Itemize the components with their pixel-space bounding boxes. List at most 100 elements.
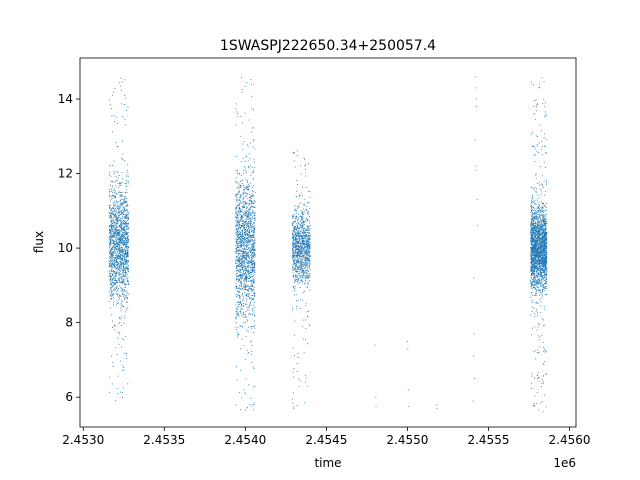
data-point bbox=[532, 248, 533, 250]
data-point bbox=[240, 264, 242, 266]
data-point bbox=[298, 265, 300, 267]
data-point bbox=[113, 233, 115, 235]
data-point bbox=[126, 294, 128, 296]
data-point bbox=[120, 287, 122, 289]
data-point bbox=[252, 270, 254, 272]
data-point bbox=[243, 251, 244, 253]
data-point bbox=[120, 277, 122, 278]
data-point bbox=[250, 221, 252, 223]
data-point bbox=[248, 153, 250, 155]
data-point bbox=[115, 276, 117, 278]
data-point bbox=[120, 77, 122, 79]
data-point bbox=[124, 254, 126, 256]
data-point bbox=[112, 254, 114, 256]
data-point bbox=[301, 255, 302, 257]
data-point bbox=[299, 203, 301, 205]
data-point bbox=[251, 270, 253, 271]
data-point bbox=[299, 233, 301, 235]
data-point bbox=[534, 284, 536, 285]
data-point bbox=[248, 215, 249, 217]
data-point bbox=[299, 239, 301, 241]
data-point bbox=[236, 235, 238, 236]
data-point bbox=[252, 146, 254, 148]
data-point bbox=[116, 205, 118, 207]
data-point bbox=[119, 195, 121, 196]
data-point bbox=[127, 277, 129, 279]
data-point bbox=[243, 215, 245, 217]
data-point bbox=[110, 234, 112, 236]
data-point bbox=[115, 268, 117, 269]
data-point bbox=[545, 238, 547, 240]
data-point bbox=[545, 236, 547, 238]
data-point bbox=[237, 225, 239, 227]
data-point bbox=[302, 264, 304, 266]
data-point bbox=[533, 224, 534, 226]
data-point bbox=[546, 251, 547, 253]
data-point bbox=[535, 226, 537, 228]
data-point bbox=[301, 247, 303, 249]
data-point bbox=[236, 269, 238, 271]
data-point bbox=[125, 259, 127, 261]
data-point bbox=[304, 250, 306, 252]
data-point bbox=[118, 214, 120, 216]
data-point bbox=[535, 215, 537, 217]
data-point bbox=[235, 317, 237, 319]
data-point bbox=[119, 255, 121, 257]
data-point bbox=[116, 273, 117, 275]
data-point bbox=[110, 279, 112, 281]
data-point bbox=[112, 293, 114, 295]
data-point bbox=[119, 270, 121, 272]
data-point bbox=[117, 246, 119, 248]
data-point bbox=[235, 274, 237, 276]
data-point bbox=[110, 217, 112, 219]
data-point bbox=[236, 240, 237, 242]
data-point bbox=[247, 218, 249, 220]
data-point bbox=[246, 270, 248, 272]
data-point bbox=[248, 119, 250, 121]
data-point bbox=[240, 231, 242, 233]
data-point bbox=[239, 172, 241, 174]
data-point bbox=[122, 213, 123, 215]
data-point bbox=[115, 268, 117, 270]
data-point bbox=[251, 247, 253, 249]
data-point bbox=[111, 180, 113, 182]
data-point bbox=[235, 404, 237, 406]
data-point bbox=[114, 258, 116, 260]
data-point bbox=[124, 226, 126, 228]
data-point bbox=[125, 270, 126, 271]
data-point bbox=[123, 200, 125, 202]
data-point bbox=[537, 246, 539, 247]
data-point bbox=[248, 233, 250, 235]
data-point bbox=[305, 260, 306, 262]
data-point bbox=[120, 310, 122, 312]
data-point bbox=[298, 243, 300, 245]
data-point bbox=[113, 229, 115, 231]
data-point bbox=[251, 260, 253, 262]
data-point bbox=[308, 249, 310, 251]
data-point bbox=[308, 242, 309, 244]
data-point bbox=[307, 247, 309, 249]
data-point bbox=[122, 259, 124, 261]
data-point bbox=[544, 209, 546, 211]
data-point bbox=[308, 239, 309, 241]
data-point bbox=[119, 243, 120, 245]
data-point bbox=[117, 248, 119, 250]
data-point bbox=[295, 275, 297, 277]
data-point bbox=[534, 254, 536, 256]
data-point bbox=[244, 212, 246, 213]
data-point bbox=[126, 191, 128, 193]
data-point bbox=[250, 239, 252, 241]
data-point bbox=[110, 249, 112, 251]
data-point bbox=[247, 295, 249, 297]
data-point bbox=[241, 256, 243, 258]
data-point bbox=[293, 226, 295, 228]
data-point bbox=[117, 219, 119, 221]
data-point bbox=[236, 277, 238, 279]
data-point bbox=[241, 326, 243, 328]
data-point bbox=[111, 188, 113, 190]
data-point bbox=[119, 265, 121, 267]
data-point bbox=[300, 225, 301, 226]
data-point bbox=[117, 202, 119, 204]
data-point bbox=[299, 282, 301, 284]
data-point bbox=[236, 278, 238, 280]
